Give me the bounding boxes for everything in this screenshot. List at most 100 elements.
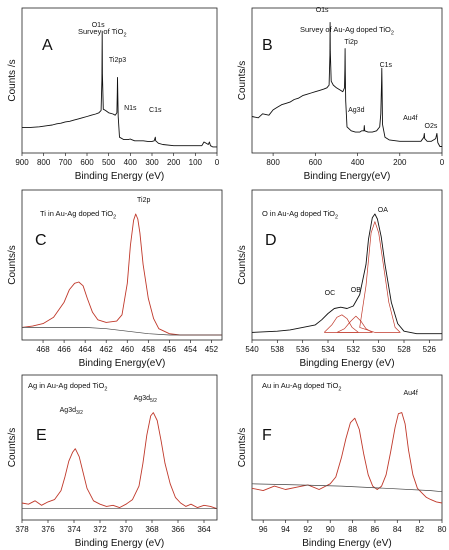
peak-label: OA: [378, 207, 388, 214]
x-axis-title: Bingding Energy (eV): [299, 358, 394, 369]
peak-label: Au4f: [403, 115, 417, 122]
spectrum-line: [22, 30, 217, 148]
panel-c: 468 466 464 462 460 458 456 454 452 Binding Energ…: [7, 189, 223, 369]
x-tick-label: 534: [321, 345, 335, 354]
inset-subscript: 2: [335, 215, 338, 221]
component-line: [251, 483, 443, 493]
peak-label: Au4f: [403, 390, 417, 397]
panel-inset-label: Au in Au-Ag doped TiO2: [262, 381, 341, 393]
peak-label: C1s: [149, 107, 162, 114]
x-tick-label: 200: [393, 158, 407, 167]
x-tick-label: 400: [124, 158, 138, 167]
panel-inset-label: Survey of Au-Ag doped TiO2: [300, 25, 394, 37]
x-tick-label: 530: [372, 345, 386, 354]
peak-label: Ti2p: [344, 39, 357, 46]
x-tick-label: 80: [438, 525, 447, 534]
x-tick-label: 372: [93, 525, 107, 534]
x-tick-label: 100: [189, 158, 203, 167]
x-tick-label: 538: [271, 345, 285, 354]
spectrum-line: [251, 213, 442, 335]
plot-frame-a: [21, 7, 218, 154]
x-tick-label: 90: [326, 525, 335, 534]
plot-frame-c: [21, 189, 223, 341]
peak-label-subscript: 5/2: [150, 398, 157, 404]
x-tick-label: 0: [440, 158, 445, 167]
x-tick-label: 0: [215, 158, 220, 167]
x-tick-label: 454: [184, 345, 198, 354]
x-tick-label: 900: [15, 158, 29, 167]
x-tick-label: 452: [205, 345, 219, 354]
x-tick-label: 700: [59, 158, 73, 167]
peak-label: Ag3d5/2: [134, 395, 158, 404]
inset-subscript: 2: [113, 215, 116, 221]
x-tick-label: 528: [397, 345, 411, 354]
inset-subscript: 2: [391, 31, 394, 37]
x-tick-label: 532: [347, 345, 361, 354]
peak-label: C1s: [380, 62, 393, 69]
peak-label: Ti2p3: [109, 57, 126, 64]
panel-letter: B: [262, 37, 273, 54]
inset-subscript: 2: [104, 387, 107, 393]
spectrum-line: [21, 213, 222, 336]
spectrum-line: [251, 22, 442, 147]
x-tick-label: 468: [36, 345, 50, 354]
x-tick-label: 456: [163, 345, 177, 354]
x-tick-label: 376: [41, 525, 55, 534]
x-tick-label: 368: [145, 525, 159, 534]
x-tick-label: 370: [119, 525, 133, 534]
peak-label: O1s: [92, 22, 105, 29]
plot-frame-b: [251, 7, 443, 154]
spectrum-line: [21, 412, 218, 510]
x-tick-label: 460: [121, 345, 135, 354]
x-axis-title: Binding Energy (eV): [75, 171, 165, 182]
x-tick-label: 88: [348, 525, 357, 534]
peak-label: Ag3d: [348, 107, 364, 114]
peak-label: O2s: [425, 123, 438, 130]
y-axis-title: Counts /s: [7, 59, 18, 101]
panel-inset-label: Ti in Au-Ag doped TiO2: [40, 209, 116, 221]
component-line: [323, 314, 359, 333]
panel-letter: E: [36, 427, 47, 444]
peak-label-subscript: 3/2: [76, 410, 83, 416]
y-axis-title: Counts/s: [7, 428, 18, 467]
x-tick-label: 92: [303, 525, 312, 534]
panel-d: 540 538 536 534 532 530 528 526 Bingding Energy …: [237, 189, 443, 369]
x-tick-label: 540: [245, 345, 259, 354]
x-axis-title: Binding Energy(eV): [304, 171, 391, 182]
inset-subscript: 2: [338, 387, 341, 393]
peak-label: N1s: [124, 105, 137, 112]
peak-label: Ag3d3/2: [60, 407, 84, 416]
plot-frame-d: [251, 189, 443, 341]
x-tick-label: 600: [309, 158, 323, 167]
x-tick-label: 462: [100, 345, 114, 354]
x-tick-label: 458: [142, 345, 156, 354]
peak-label: OC: [325, 290, 336, 297]
x-tick-label: 200: [167, 158, 181, 167]
inset-subscript: 2: [123, 33, 126, 39]
x-tick-label: 466: [57, 345, 71, 354]
panel-b: 800 600 400 200 0 Binding Energy(eV) Counts/s S…: [237, 7, 445, 182]
peak-label: OB: [351, 287, 361, 294]
x-tick-label: 526: [423, 345, 437, 354]
x-tick-label: 374: [67, 525, 81, 534]
peak-label: Ti2p: [137, 197, 150, 204]
peak-label: O1s: [316, 7, 329, 14]
panel-f: 96 94 92 90 88 86 84 82 80 Binding Energy (eV) Cou…: [237, 374, 447, 549]
panel-inset-label: Survey of TiO2: [78, 27, 127, 39]
x-tick-label: 86: [370, 525, 379, 534]
y-axis-title: Counts/s: [7, 245, 18, 284]
y-axis-title: Counts/s: [237, 61, 248, 100]
x-tick-label: 378: [15, 525, 29, 534]
x-tick-label: 800: [266, 158, 280, 167]
x-axis-title: Binding Energy (eV): [302, 538, 392, 549]
component-line: [359, 221, 401, 333]
panel-e: 378 376 374 372 370 368 366 364 Binding Energy (…: [7, 374, 218, 549]
panel-a: 900 800 700 600 500 400 300 200 100 0 Binding Ener…: [7, 7, 220, 182]
x-tick-label: 94: [281, 525, 290, 534]
panel-inset-label: O in Au-Ag doped TiO2: [262, 209, 338, 221]
panel-letter: A: [42, 37, 53, 54]
x-tick-label: 800: [37, 158, 51, 167]
x-tick-label: 600: [80, 158, 94, 167]
x-tick-label: 82: [415, 525, 424, 534]
